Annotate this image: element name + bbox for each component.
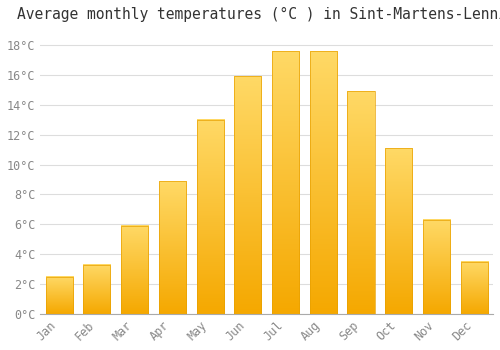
Bar xyxy=(310,51,337,314)
Bar xyxy=(121,226,148,314)
Bar xyxy=(348,91,374,314)
Bar xyxy=(423,220,450,314)
Bar xyxy=(84,265,110,314)
Bar xyxy=(234,76,262,314)
Title: Average monthly temperatures (°C ) in Sint-Martens-Lennik: Average monthly temperatures (°C ) in Si… xyxy=(18,7,500,22)
Bar xyxy=(460,261,488,314)
Bar xyxy=(46,276,73,314)
Bar xyxy=(196,120,224,314)
Bar xyxy=(159,181,186,314)
Bar xyxy=(385,148,412,314)
Bar xyxy=(272,51,299,314)
